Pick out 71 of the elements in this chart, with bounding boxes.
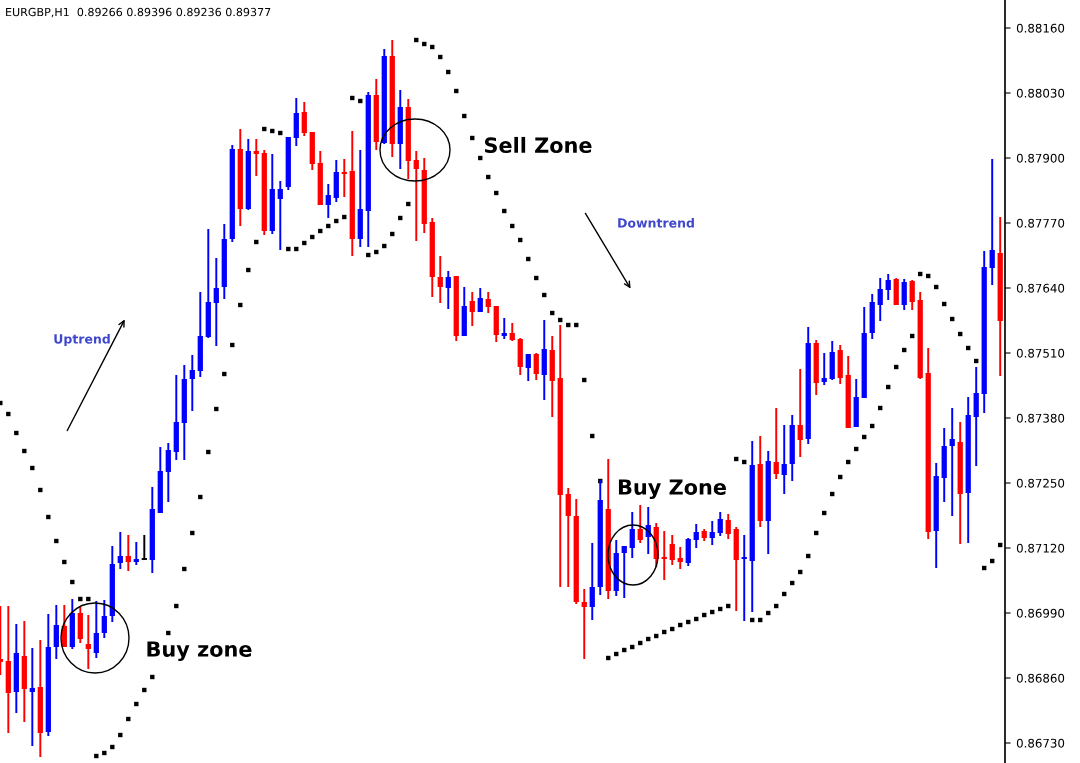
annotation: Buy Zone bbox=[618, 479, 726, 500]
candlestick bbox=[741, 534, 747, 622]
candlestick bbox=[29, 647, 35, 747]
candlestick bbox=[253, 138, 259, 177]
candlestick bbox=[885, 273, 891, 301]
candlestick bbox=[973, 366, 979, 467]
candlestick bbox=[485, 291, 491, 314]
candlestick bbox=[637, 504, 643, 544]
candlestick bbox=[165, 442, 171, 503]
y-tick-label: 0.87250 bbox=[1016, 478, 1065, 488]
annotation: Uptrend bbox=[54, 333, 110, 347]
y-tick-label: 0.87770 bbox=[1016, 218, 1065, 228]
y-tick-label: 0.86990 bbox=[1016, 608, 1065, 618]
candlestick bbox=[413, 150, 419, 242]
candlestick bbox=[117, 531, 123, 570]
candlestick bbox=[685, 537, 691, 567]
candlestick bbox=[581, 588, 587, 660]
candlestick bbox=[669, 534, 675, 566]
text: EURGBP,H1 0.89266 0.89396 0.89236 0.89377 bbox=[6, 7, 271, 18]
candlestick bbox=[509, 322, 515, 342]
candlestick bbox=[301, 101, 307, 137]
candlestick bbox=[877, 277, 883, 322]
candlestick bbox=[709, 520, 715, 546]
candlestick bbox=[589, 542, 595, 621]
candlestick bbox=[901, 278, 907, 311]
y-tick-label: 0.86730 bbox=[1016, 738, 1065, 748]
candlestick bbox=[781, 424, 787, 495]
candlestick bbox=[501, 317, 507, 340]
annotation: Buy zone bbox=[147, 641, 252, 662]
candlestick bbox=[677, 546, 683, 570]
candlestick bbox=[53, 604, 59, 660]
candlestick bbox=[189, 354, 195, 412]
candlestick bbox=[469, 291, 475, 327]
annotation: Sell Zone bbox=[484, 136, 592, 154]
candlestick bbox=[717, 511, 723, 537]
candlestick bbox=[93, 600, 99, 659]
y-tick-label: 0.88160 bbox=[1016, 23, 1065, 33]
y-tick-label: 0.87120 bbox=[1016, 543, 1065, 553]
candlestick bbox=[773, 407, 779, 480]
candlestick bbox=[621, 545, 627, 599]
candlestick bbox=[325, 183, 331, 219]
candlestick bbox=[565, 487, 571, 588]
candlestick bbox=[693, 523, 699, 549]
candlestick bbox=[661, 530, 667, 581]
candlestick bbox=[797, 368, 803, 458]
candlestick bbox=[213, 257, 219, 347]
candlestick bbox=[140, 534, 148, 561]
candlestick bbox=[341, 158, 347, 198]
candlestick bbox=[821, 352, 827, 386]
candlestick bbox=[525, 353, 531, 382]
y-tick-label: 0.87510 bbox=[1016, 348, 1065, 358]
y-tick-label: 0.86860 bbox=[1016, 673, 1065, 683]
y-tick-label: 0.88030 bbox=[1016, 88, 1065, 98]
candlestick bbox=[85, 614, 91, 670]
candlestick bbox=[909, 279, 915, 311]
candlestick bbox=[629, 511, 635, 559]
candlestick bbox=[125, 534, 131, 572]
candlestick bbox=[445, 270, 451, 310]
candlestick bbox=[133, 541, 139, 566]
candlestick bbox=[477, 287, 483, 313]
candlestick bbox=[101, 599, 107, 639]
candlestick bbox=[949, 407, 955, 517]
y-tick-label: 0.87900 bbox=[1016, 153, 1065, 163]
y-tick-label: 0.87380 bbox=[1016, 413, 1065, 423]
y-tick-label: 0.87640 bbox=[1016, 283, 1065, 293]
candlestick bbox=[989, 158, 995, 286]
candlestick bbox=[437, 255, 443, 304]
candlestick bbox=[725, 513, 731, 540]
candlestick bbox=[533, 352, 539, 381]
annotation: Downtrend bbox=[618, 217, 694, 228]
candlestick bbox=[277, 180, 283, 251]
